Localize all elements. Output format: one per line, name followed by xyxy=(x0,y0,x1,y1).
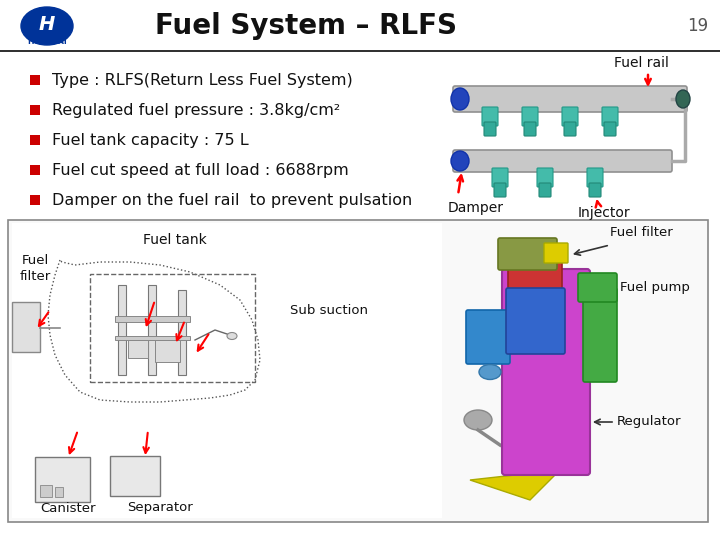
FancyBboxPatch shape xyxy=(604,122,616,136)
Bar xyxy=(40,485,52,497)
Bar xyxy=(30,165,40,175)
Text: Fuel tank: Fuel tank xyxy=(143,233,207,247)
FancyBboxPatch shape xyxy=(583,288,617,382)
Ellipse shape xyxy=(676,90,690,108)
Bar xyxy=(55,487,63,497)
Text: HYUNDAI: HYUNDAI xyxy=(27,37,67,46)
Text: Damper on the fuel rail  to prevent pulsation: Damper on the fuel rail to prevent pulsa… xyxy=(52,192,413,207)
Ellipse shape xyxy=(21,7,73,45)
Bar xyxy=(115,336,190,340)
Text: 19: 19 xyxy=(687,17,708,35)
Ellipse shape xyxy=(451,88,469,110)
Text: Fuel tank capacity : 75 L: Fuel tank capacity : 75 L xyxy=(52,132,248,147)
Bar xyxy=(118,285,126,375)
Bar xyxy=(0,0,720,50)
FancyBboxPatch shape xyxy=(453,150,672,172)
Ellipse shape xyxy=(451,151,469,171)
FancyBboxPatch shape xyxy=(562,107,578,126)
Bar xyxy=(440,60,710,235)
Text: Fuel pump: Fuel pump xyxy=(620,281,690,294)
Bar xyxy=(90,274,255,382)
FancyBboxPatch shape xyxy=(494,183,506,197)
FancyBboxPatch shape xyxy=(589,183,601,197)
Bar xyxy=(155,340,180,362)
FancyBboxPatch shape xyxy=(508,251,562,290)
Text: Sub suction: Sub suction xyxy=(290,303,368,316)
FancyBboxPatch shape xyxy=(453,86,687,112)
FancyBboxPatch shape xyxy=(492,168,508,187)
Bar xyxy=(12,223,442,518)
Bar xyxy=(30,195,40,205)
Text: Fuel cut speed at full load : 6688rpm: Fuel cut speed at full load : 6688rpm xyxy=(52,163,348,178)
FancyBboxPatch shape xyxy=(502,269,590,475)
Text: Fuel
filter: Fuel filter xyxy=(19,253,50,282)
Bar xyxy=(30,135,40,145)
FancyBboxPatch shape xyxy=(506,288,565,354)
Text: Fuel System – RLFS: Fuel System – RLFS xyxy=(155,12,457,40)
FancyBboxPatch shape xyxy=(539,183,551,197)
Bar xyxy=(30,75,40,85)
FancyBboxPatch shape xyxy=(602,107,618,126)
Bar xyxy=(115,316,190,322)
FancyBboxPatch shape xyxy=(484,122,496,136)
Bar xyxy=(35,457,90,502)
Bar xyxy=(148,285,156,375)
FancyBboxPatch shape xyxy=(466,310,510,364)
Polygon shape xyxy=(470,470,560,500)
Text: Regulated fuel pressure : 3.8kg/cm²: Regulated fuel pressure : 3.8kg/cm² xyxy=(52,103,340,118)
FancyBboxPatch shape xyxy=(537,168,553,187)
FancyBboxPatch shape xyxy=(524,122,536,136)
Bar xyxy=(12,302,40,352)
FancyBboxPatch shape xyxy=(587,168,603,187)
Bar xyxy=(110,456,160,496)
Text: H: H xyxy=(39,16,55,35)
Text: Separator: Separator xyxy=(127,502,193,515)
Text: Fuel rail: Fuel rail xyxy=(614,56,669,70)
Text: Type : RLFS(Return Less Fuel System): Type : RLFS(Return Less Fuel System) xyxy=(52,72,353,87)
Text: Regulator: Regulator xyxy=(617,415,682,429)
Bar xyxy=(178,290,186,375)
Ellipse shape xyxy=(227,333,237,340)
FancyBboxPatch shape xyxy=(498,238,557,270)
Text: Canister: Canister xyxy=(40,502,96,515)
FancyBboxPatch shape xyxy=(544,243,568,263)
Text: Damper: Damper xyxy=(448,201,504,215)
Ellipse shape xyxy=(479,364,501,380)
Text: Injector: Injector xyxy=(578,206,631,220)
Text: Fuel filter: Fuel filter xyxy=(610,226,672,239)
Bar xyxy=(30,105,40,115)
Bar xyxy=(0,50,720,52)
FancyBboxPatch shape xyxy=(522,107,538,126)
Ellipse shape xyxy=(464,410,492,430)
FancyBboxPatch shape xyxy=(578,273,617,302)
FancyBboxPatch shape xyxy=(564,122,576,136)
Bar xyxy=(8,220,708,522)
Bar xyxy=(128,340,148,358)
FancyBboxPatch shape xyxy=(482,107,498,126)
